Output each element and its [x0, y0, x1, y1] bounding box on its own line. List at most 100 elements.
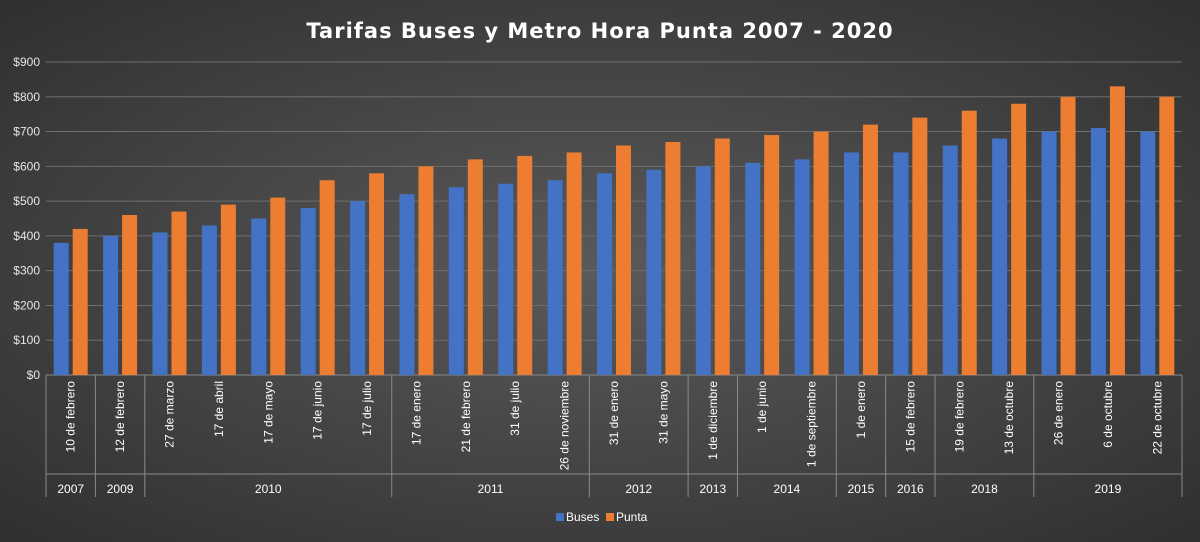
x-axis: 10 de febrero 12 de febrero 27 de marzo 17 … — [45, 375, 1183, 497]
bar-buses-14 — [745, 162, 761, 375]
category-label: 17 de abril — [212, 381, 226, 437]
bar-punta-19 — [1011, 103, 1027, 375]
bar-punta-16 — [862, 124, 878, 375]
bar-punta-13 — [714, 138, 730, 375]
category-label: 10 de febrero — [64, 381, 78, 453]
bar-punta-8 — [467, 159, 483, 375]
category-label: 22 de octubre — [1150, 381, 1164, 455]
y-axis: $0 $100 $200 $300 $400 $500 $600 $700 $800 $900 — [13, 55, 40, 382]
bar-punta-3 — [220, 204, 236, 375]
legend: Buses Punta — [556, 510, 648, 524]
bar-punta-20 — [1060, 96, 1076, 376]
bar-buses-7 — [399, 194, 415, 375]
bar-punta-22 — [1159, 96, 1175, 376]
bar-buses-13 — [695, 166, 711, 375]
y-tick-label: $600 — [13, 159, 40, 173]
bar-punta-5 — [319, 180, 335, 375]
bar-buses-21 — [1090, 128, 1106, 375]
category-label: 15 de febrero — [903, 381, 917, 453]
bar-buses-2 — [152, 232, 168, 375]
bar-buses-18 — [942, 145, 958, 375]
bar-buses-11 — [597, 173, 612, 375]
category-label: 17 de mayo — [261, 381, 275, 444]
category-label: 1 de septiembre — [805, 381, 819, 467]
category-label: 26 de noviembre — [558, 381, 572, 471]
year-label: 2018 — [971, 482, 998, 496]
category-label: 12 de febrero — [113, 381, 127, 453]
year-label: 2009 — [107, 482, 134, 496]
bar-buses-5 — [300, 208, 316, 375]
bar-punta-6 — [369, 173, 385, 375]
category-label: 31 de julio — [508, 381, 522, 436]
year-label: 2011 — [478, 482, 504, 496]
category-label: 19 de febrero — [953, 381, 967, 453]
bar-buses-22 — [1140, 131, 1156, 375]
legend-swatch-buses — [556, 513, 564, 521]
category-label: 1 de junio — [755, 381, 769, 433]
y-tick-label: $100 — [13, 333, 40, 347]
bar-punta-12 — [665, 141, 681, 375]
bar-punta-17 — [912, 117, 928, 376]
bar-buses-9 — [498, 183, 514, 375]
y-tick-label: $0 — [27, 368, 41, 382]
y-tick-label: $300 — [13, 264, 40, 278]
bar-buses-19 — [992, 138, 1008, 375]
bars — [53, 86, 1175, 376]
bar-buses-3 — [201, 225, 217, 375]
bar-buses-0 — [53, 242, 69, 375]
legend-swatch-punta — [606, 513, 614, 521]
bar-buses-6 — [350, 201, 366, 375]
bar-punta-11 — [616, 145, 631, 375]
category-label: 1 de diciembre — [706, 381, 720, 460]
bar-buses-15 — [794, 159, 810, 375]
category-label: 17 de julio — [360, 381, 374, 436]
y-tick-label: $400 — [13, 229, 40, 243]
bar-punta-14 — [764, 135, 780, 375]
bar-punta-2 — [171, 211, 187, 375]
category-label: 17 de enero — [409, 381, 423, 445]
y-tick-label: $800 — [13, 90, 40, 104]
category-label: 31 de mayo — [656, 381, 670, 444]
category-label: 27 de marzo — [162, 381, 176, 448]
category-label: 21 de febrero — [459, 381, 473, 453]
bar-punta-1 — [122, 215, 138, 375]
bar-punta-10 — [566, 152, 582, 375]
bar-buses-20 — [1041, 131, 1057, 375]
bar-buses-8 — [448, 187, 464, 375]
year-label: 2012 — [625, 482, 652, 496]
y-tick-label: $900 — [13, 55, 40, 69]
bar-punta-7 — [418, 166, 434, 375]
category-label: 6 de octubre — [1101, 381, 1115, 448]
year-label: 2007 — [57, 482, 84, 496]
bar-buses-1 — [103, 235, 119, 375]
chart-title: Tarifas Buses y Metro Hora Punta 2007 - … — [306, 19, 893, 43]
category-label: 26 de enero — [1052, 381, 1066, 445]
year-label: 2013 — [699, 482, 726, 496]
bar-punta-0 — [72, 228, 88, 375]
year-label: 2015 — [848, 482, 875, 496]
year-label: 2019 — [1095, 482, 1122, 496]
category-label: 13 de octubre — [1002, 381, 1016, 455]
y-tick-label: $700 — [13, 125, 40, 139]
year-label: 2014 — [774, 482, 801, 496]
year-label: 2016 — [897, 482, 924, 496]
year-label: 2010 — [255, 482, 282, 496]
y-tick-label: $200 — [13, 298, 40, 312]
bar-punta-9 — [517, 155, 533, 375]
bar-punta-15 — [813, 131, 829, 375]
bar-buses-17 — [893, 152, 909, 375]
category-label: 1 de enero — [854, 381, 868, 439]
legend-label-buses: Buses — [566, 510, 599, 524]
bar-punta-4 — [270, 197, 286, 375]
bar-buses-12 — [646, 169, 662, 375]
bar-punta-21 — [1109, 86, 1125, 375]
bar-punta-18 — [961, 110, 977, 375]
bar-buses-10 — [547, 180, 563, 375]
bar-buses-4 — [251, 218, 267, 375]
y-tick-label: $500 — [13, 194, 40, 208]
category-label: 17 de junio — [311, 381, 325, 440]
legend-label-punta: Punta — [616, 510, 648, 524]
category-label: 31 de enero — [607, 381, 621, 445]
